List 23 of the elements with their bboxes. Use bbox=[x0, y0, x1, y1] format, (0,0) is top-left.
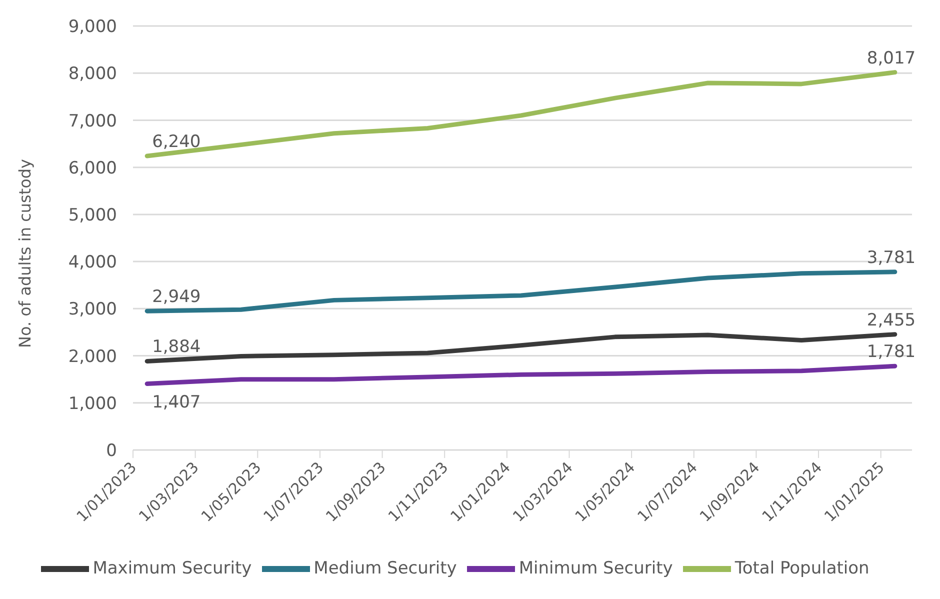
y-tick-label: 5,000 bbox=[68, 205, 117, 226]
data-label: 1,407 bbox=[152, 392, 201, 413]
y-tick-label: 9,000 bbox=[68, 17, 117, 38]
y-tick-label: 0 bbox=[106, 441, 117, 462]
data-label: 6,240 bbox=[152, 132, 201, 152]
y-axis-title: No. of adults in custody bbox=[16, 158, 35, 348]
legend-label: Total Population bbox=[734, 558, 870, 579]
data-label: 1,781 bbox=[866, 342, 916, 362]
data-label: 2,455 bbox=[866, 310, 916, 330]
legend-label: Minimum Security bbox=[518, 558, 673, 579]
legend-label: Maximum Security bbox=[92, 558, 252, 579]
y-tick-label: 8,000 bbox=[68, 64, 117, 84]
y-tick-label: 3,000 bbox=[68, 300, 117, 320]
data-label: 2,949 bbox=[152, 287, 201, 308]
legend-label: Medium Security bbox=[314, 558, 457, 579]
data-label: 8,017 bbox=[866, 48, 916, 68]
y-tick-label: 2,000 bbox=[68, 346, 117, 367]
y-tick-label: 1,000 bbox=[68, 394, 117, 414]
data-label: 3,781 bbox=[866, 248, 916, 268]
data-label: 1,884 bbox=[152, 337, 201, 358]
y-tick-label: 4,000 bbox=[68, 252, 117, 273]
y-tick-label: 6,000 bbox=[68, 158, 117, 178]
y-tick-label: 7,000 bbox=[68, 111, 117, 132]
